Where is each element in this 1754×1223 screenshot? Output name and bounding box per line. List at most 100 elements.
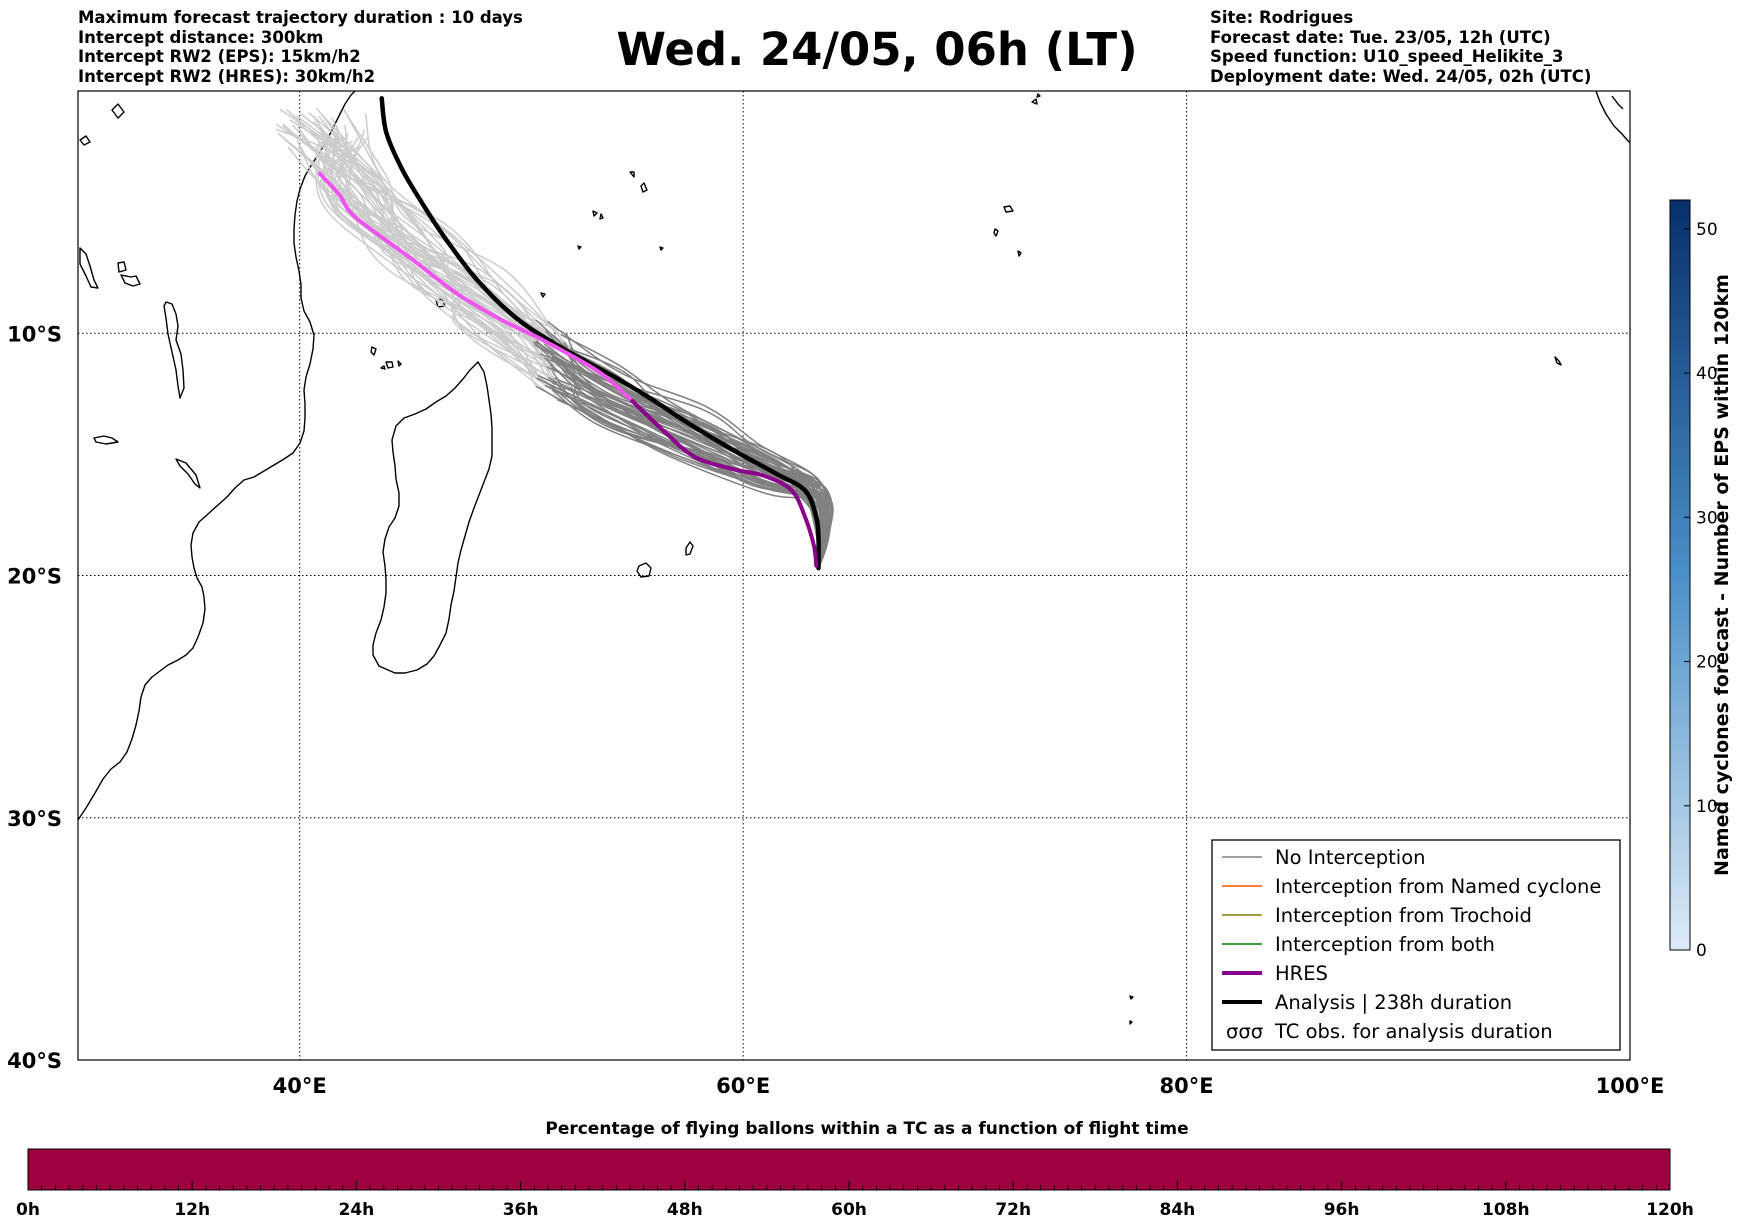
legend-item: Analysis | 238h duration: [1222, 991, 1512, 1014]
flight-time-tick-label: 72h: [995, 1200, 1031, 1220]
island-chagos-2: [993, 228, 999, 237]
flight-time-bar: Percentage of flying ballons within a TC…: [16, 1119, 1694, 1220]
header-left-line: Intercept RW2 (EPS): 15km/h2: [78, 47, 361, 66]
flight-time-bar-title: Percentage of flying ballons within a TC…: [545, 1119, 1188, 1139]
eps-track-late: [325, 140, 571, 350]
eps-track-late: [296, 115, 547, 332]
island-reunion: [636, 562, 652, 578]
island-seychelles-6: [659, 246, 664, 251]
hres-track: [630, 399, 819, 568]
island-maldives-1: [1031, 98, 1038, 105]
header-left-line: Intercept distance: 300km: [78, 27, 324, 47]
legend-label: Interception from both: [1275, 933, 1495, 956]
eps-track-late: [316, 136, 553, 369]
header-right-line: Deployment date: Wed. 24/05, 02h (UTC): [1210, 66, 1592, 86]
header-left-line: Maximum forecast trajectory duration : 1…: [78, 8, 523, 27]
lake-bangweulu: [93, 435, 119, 445]
header-right-line: Site: Rodrigues: [1210, 8, 1354, 27]
header-right-info: Site: Rodrigues Forecast date: Tue. 23/05…: [1210, 8, 1591, 86]
lon-label: 100°E: [1596, 1074, 1665, 1098]
eps-track-late: [275, 128, 567, 334]
lake-victoria: [79, 247, 99, 289]
island-comoros-4: [380, 365, 386, 370]
flight-time-tick-label: 96h: [1324, 1200, 1360, 1220]
island-mauritius: [685, 541, 694, 556]
lake-malawi: [163, 301, 185, 399]
header-right-line: Forecast date: Tue. 23/05, 12h (UTC): [1210, 27, 1551, 47]
lon-label: 40°E: [273, 1074, 327, 1098]
lat-label: 10°S: [7, 322, 62, 346]
flight-time-tick-label: 24h: [339, 1200, 375, 1220]
legend-item: Interception from Named cyclone: [1222, 875, 1601, 898]
eps-track-late: [332, 130, 537, 338]
eps-track-late: [277, 132, 548, 361]
island-chagos-1: [1003, 205, 1014, 213]
island-comoros-3: [397, 360, 402, 367]
island-comoros-2: [385, 361, 394, 369]
map-area: 40°E 60°E 80°E 100°E 10°S 20°S 30°S 40°S No In…: [7, 90, 1665, 1098]
legend-item: HRES: [1222, 962, 1328, 985]
legend-item: Interception from Trochoid: [1222, 904, 1532, 927]
legend-label: Interception from Trochoid: [1275, 904, 1532, 927]
map-frame: [77, 90, 1631, 1061]
latitude-labels: 10°S 20°S 30°S 40°S: [7, 322, 62, 1073]
legend-item: Interception from both: [1222, 933, 1495, 956]
coastlines: [78, 91, 1630, 1025]
eps-track-late: [315, 144, 538, 379]
flight-time-tick-label: 48h: [667, 1200, 703, 1220]
legend-label: TC obs. for analysis duration: [1274, 1020, 1553, 1043]
colorbar-tick-label: 0: [1696, 941, 1707, 961]
analysis-track: [379, 96, 821, 571]
island-chagos-3: [1017, 250, 1022, 257]
flight-time-tick-label: 60h: [831, 1200, 867, 1220]
colorbar-tick-label: 10: [1696, 797, 1718, 817]
island-amsterdam: [1129, 995, 1134, 1000]
flight-time-tick-label: 84h: [1160, 1200, 1196, 1220]
flight-time-tick-label: 108h: [1482, 1200, 1530, 1220]
legend-label: HRES: [1275, 962, 1328, 985]
island-seychelles-5: [577, 245, 582, 250]
lat-label: 30°S: [7, 807, 62, 831]
island-socotra-area: [79, 135, 91, 146]
legend-label: Analysis | 238h duration: [1275, 991, 1512, 1014]
coastline-sumatra: [1595, 91, 1630, 144]
island-lamu: [111, 103, 125, 119]
flight-time-tick-label: 36h: [503, 1200, 539, 1220]
eps-track-late: [364, 113, 575, 352]
lake-kariba: [175, 458, 201, 489]
legend-label: No Interception: [1275, 846, 1426, 869]
eps-track-late: [285, 129, 555, 337]
longitude-labels: 40°E 60°E 80°E 100°E: [273, 1074, 1665, 1098]
legend: No Interception Interception from Named c…: [1211, 839, 1621, 1051]
header-left-info: Maximum forecast trajectory duration : 1…: [78, 8, 523, 86]
island-maldives-2: [1036, 93, 1041, 98]
eps-track-late: [343, 110, 549, 323]
colorbar-tick-label: 40: [1696, 364, 1718, 384]
lon-label: 60°E: [716, 1074, 770, 1098]
legend-label: Interception from Named cyclone: [1275, 875, 1601, 898]
flight-time-tick-label: 12h: [174, 1200, 210, 1220]
header-left-line: Intercept RW2 (HRES): 30km/h2: [78, 66, 376, 86]
hres-track-late: [317, 171, 635, 404]
tc-obs-symbol-icon: σσσ: [1226, 1020, 1263, 1043]
header-right-line: Speed function: U10_speed_Helikite_3: [1210, 47, 1564, 66]
colorbar-tick-label: 20: [1696, 653, 1718, 673]
coastline-madagascar: [372, 361, 493, 674]
legend-box: [1211, 839, 1621, 1051]
colorbar-gradient: [1669, 199, 1691, 951]
island-seychelles-2: [640, 182, 648, 193]
island-zanzibar: [117, 261, 127, 273]
island-cocos: [1554, 356, 1562, 366]
lat-label: 40°S: [7, 1049, 62, 1073]
colorbar: 0 10 20 30 40 50 Named cyclones forecast - Nu…: [1669, 199, 1733, 961]
lat-label: 20°S: [7, 565, 62, 589]
island-agalega: [540, 292, 546, 298]
map-grid: [78, 91, 1630, 1060]
legend-item: σσσ TC obs. for analysis duration: [1226, 1020, 1553, 1043]
coastline-africa: [78, 91, 356, 821]
island-seychelles-1: [629, 171, 635, 178]
colorbar-title: Named cyclones forecast - Number of EPS …: [1711, 274, 1733, 876]
page-title: Wed. 24/05, 06h (LT): [616, 23, 1138, 76]
flight-time-tick-label: 120h: [1646, 1200, 1694, 1220]
